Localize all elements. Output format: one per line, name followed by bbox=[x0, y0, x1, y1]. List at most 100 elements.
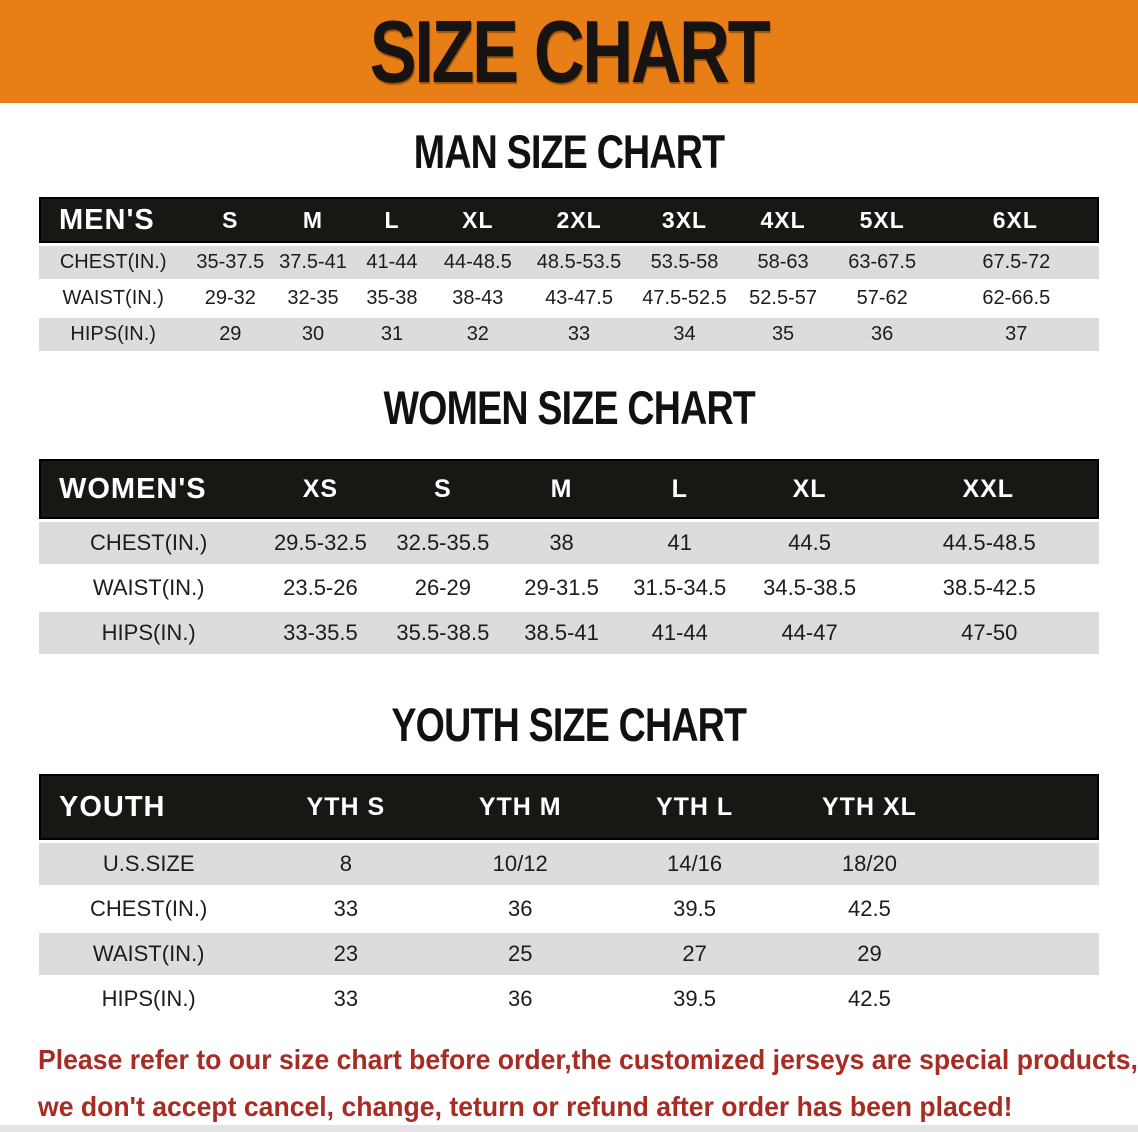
men-cell-value: 37 bbox=[933, 318, 1099, 351]
youth-cell-value: 27 bbox=[607, 933, 783, 975]
women-cell-value: 35.5-38.5 bbox=[382, 612, 504, 654]
women-cell-value: 34.5-38.5 bbox=[739, 567, 880, 609]
notice-line-2: we don't accept cancel, change, teturn o… bbox=[38, 1091, 1013, 1122]
men-size-column-header: 6XL bbox=[933, 197, 1099, 243]
women-row-label: CHEST(IN.) bbox=[39, 522, 259, 564]
men-section-heading-text: MAN SIZE CHART bbox=[413, 125, 725, 178]
men-cell-value: 31 bbox=[352, 318, 432, 351]
youth-cell-value: 10/12 bbox=[433, 843, 608, 885]
men-cell-value: 29 bbox=[187, 318, 274, 351]
women-table-row: WAIST(IN.) 23.5-26 26-29 29-31.5 31.5-34.5 34… bbox=[39, 567, 1099, 609]
youth-table-row: WAIST(IN.) 23 25 27 29 bbox=[39, 933, 1099, 975]
men-table-row: HIPS(IN.) 29 30 31 32 33 34 35 36 37 bbox=[39, 318, 1099, 351]
women-cell-value: 44-47 bbox=[739, 612, 880, 654]
banner-title: SIZE CHART bbox=[369, 1, 771, 101]
youth-cell-value: 33 bbox=[258, 888, 434, 930]
youth-size-column-header: YTH XL bbox=[782, 774, 957, 840]
men-cell-value: 52.5-57 bbox=[735, 282, 831, 315]
youth-cell-value: 39.5 bbox=[607, 978, 783, 1020]
youth-table-row: U.S.SIZE 8 10/12 14/16 18/20 bbox=[39, 843, 1099, 885]
men-cell-value: 43-47.5 bbox=[524, 282, 634, 315]
bottom-edge-strip bbox=[0, 1125, 1138, 1132]
women-row-label: HIPS(IN.) bbox=[39, 612, 259, 654]
women-cell-value: 38.5-42.5 bbox=[879, 567, 1099, 609]
women-table-row: CHEST(IN.) 29.5-32.5 32.5-35.5 38 41 44.5 44.5… bbox=[39, 522, 1099, 564]
women-size-table: WOMEN'S XS S M L XL XXL CHEST(IN.) 29.5-32.5 32.5… bbox=[39, 456, 1099, 657]
youth-cell-value: 42.5 bbox=[782, 888, 957, 930]
sections: MAN SIZE CHART MEN'S S M L XL 2XL 3XL 4XL 5XL 6XL C… bbox=[0, 128, 1138, 1023]
youth-cell-value: 39.5 bbox=[607, 888, 783, 930]
section-men: MAN SIZE CHART MEN'S S M L XL 2XL 3XL 4XL 5XL 6XL C… bbox=[0, 128, 1138, 354]
youth-row-label: WAIST(IN.) bbox=[39, 933, 259, 975]
youth-size-column-header: YTH L bbox=[607, 774, 783, 840]
youth-cell-value: 18/20 bbox=[782, 843, 957, 885]
youth-filler-cell bbox=[956, 843, 1099, 885]
women-size-column-header: XS bbox=[258, 459, 383, 519]
women-cell-value: 38 bbox=[503, 522, 620, 564]
men-cell-value: 29-32 bbox=[187, 282, 274, 315]
men-row-label: CHEST(IN.) bbox=[39, 246, 188, 279]
women-section-heading: WOMEN SIZE CHART bbox=[0, 384, 1138, 432]
youth-cell-value: 8 bbox=[258, 843, 434, 885]
men-size-column-header: 4XL bbox=[735, 197, 831, 243]
men-cell-value: 32 bbox=[431, 318, 525, 351]
men-cell-value: 53.5-58 bbox=[633, 246, 736, 279]
men-cell-value: 47.5-52.5 bbox=[633, 282, 736, 315]
men-cell-value: 35 bbox=[735, 318, 831, 351]
youth-cell-value: 36 bbox=[433, 978, 608, 1020]
women-cell-value: 47-50 bbox=[879, 612, 1099, 654]
women-cell-value: 23.5-26 bbox=[258, 567, 383, 609]
section-youth: YOUTH SIZE CHART YOUTH YTH S YTH M YTH L YTH … bbox=[0, 701, 1138, 1023]
men-cell-value: 63-67.5 bbox=[830, 246, 934, 279]
men-cell-value: 30 bbox=[273, 318, 353, 351]
women-cell-value: 31.5-34.5 bbox=[619, 567, 740, 609]
men-cell-value: 38-43 bbox=[431, 282, 525, 315]
men-size-column-header: L bbox=[352, 197, 432, 243]
men-cell-value: 48.5-53.5 bbox=[524, 246, 634, 279]
men-size-column-header: S bbox=[187, 197, 274, 243]
men-table-row: WAIST(IN.) 29-32 32-35 35-38 38-43 43-47.5 47.… bbox=[39, 282, 1099, 315]
youth-section-heading-text: YOUTH SIZE CHART bbox=[391, 698, 748, 751]
youth-cell-value: 36 bbox=[433, 888, 608, 930]
women-cell-value: 26-29 bbox=[382, 567, 504, 609]
men-cell-value: 58-63 bbox=[735, 246, 831, 279]
men-cell-value: 33 bbox=[524, 318, 634, 351]
men-cell-value: 41-44 bbox=[352, 246, 432, 279]
youth-filler-cell bbox=[956, 978, 1099, 1020]
men-size-column-header: 3XL bbox=[633, 197, 736, 243]
women-cell-value: 44.5-48.5 bbox=[879, 522, 1099, 564]
men-row-label: WAIST(IN.) bbox=[39, 282, 188, 315]
banner: SIZE CHART bbox=[0, 0, 1138, 103]
women-cell-value: 32.5-35.5 bbox=[382, 522, 504, 564]
youth-row-label: HIPS(IN.) bbox=[39, 978, 259, 1020]
section-women: WOMEN SIZE CHART WOMEN'S XS S M L XL XXL CHEST(I… bbox=[0, 384, 1138, 657]
youth-cell-value: 33 bbox=[258, 978, 434, 1020]
men-cell-value: 57-62 bbox=[830, 282, 934, 315]
youth-group-label: YOUTH bbox=[39, 774, 259, 840]
women-cell-value: 38.5-41 bbox=[503, 612, 620, 654]
women-size-column-header: S bbox=[382, 459, 504, 519]
men-group-label: MEN'S bbox=[39, 197, 188, 243]
youth-filler-cell bbox=[956, 888, 1099, 930]
youth-cell-value: 42.5 bbox=[782, 978, 957, 1020]
men-size-column-header: XL bbox=[431, 197, 525, 243]
men-cell-value: 36 bbox=[830, 318, 934, 351]
women-row-label: WAIST(IN.) bbox=[39, 567, 259, 609]
notice-line-1: Please refer to our size chart before or… bbox=[38, 1044, 1138, 1075]
youth-row-label: U.S.SIZE bbox=[39, 843, 259, 885]
youth-cell-value: 23 bbox=[258, 933, 434, 975]
women-cell-value: 41-44 bbox=[619, 612, 740, 654]
men-size-column-header: 5XL bbox=[830, 197, 934, 243]
youth-size-column-header: YTH M bbox=[433, 774, 608, 840]
women-size-column-header: L bbox=[619, 459, 740, 519]
youth-section-heading: YOUTH SIZE CHART bbox=[0, 701, 1138, 749]
women-size-column-header: XL bbox=[739, 459, 880, 519]
women-group-label: WOMEN'S bbox=[39, 459, 259, 519]
women-size-column-header: XXL bbox=[879, 459, 1099, 519]
men-size-column-header: M bbox=[273, 197, 353, 243]
men-cell-value: 44-48.5 bbox=[431, 246, 525, 279]
women-cell-value: 29-31.5 bbox=[503, 567, 620, 609]
men-header-row: MEN'S S M L XL 2XL 3XL 4XL 5XL 6XL bbox=[39, 197, 1099, 243]
men-section-heading: MAN SIZE CHART bbox=[0, 128, 1138, 176]
